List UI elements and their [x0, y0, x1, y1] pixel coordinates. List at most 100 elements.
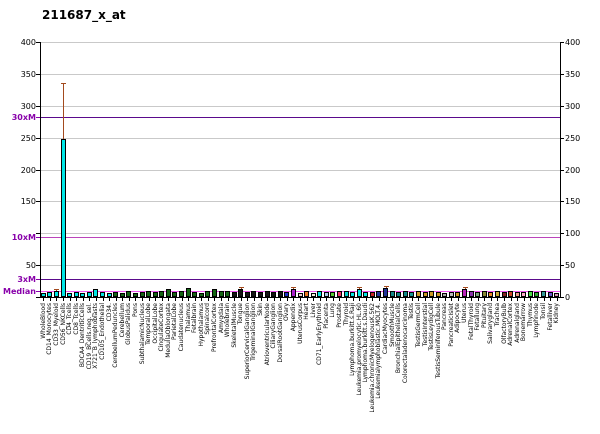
right-tick-50	[560, 265, 564, 267]
gridline-350	[40, 73, 560, 75]
x-tick-PancreaticIslet	[451, 297, 452, 301]
x-label-CardiacMyocytes: CardiacMyocytes	[382, 303, 390, 355]
error-bar-Uterus	[465, 287, 466, 289]
x-tick-Tonsil	[544, 297, 545, 301]
bar-Fetallung	[475, 292, 480, 297]
y-axis-right	[560, 42, 561, 297]
x-tick-CD14_Monocytes	[50, 297, 51, 301]
x-tick-Fetallung	[478, 297, 479, 301]
x-tick-AdrenalCortex	[511, 297, 512, 301]
right-tick-0	[560, 297, 564, 298]
error-bar-Leukemia.promyelocytic.HL.60	[359, 287, 360, 289]
error-bar-Appendix	[293, 287, 294, 289]
bar-TrigeminalGanglion	[251, 291, 256, 297]
x-tick-Fetalliver	[550, 297, 551, 301]
bar-TestisLeydigCell	[429, 291, 434, 297]
bar-Pituitary	[482, 291, 487, 297]
bar-PrefrontalCortex	[212, 289, 217, 297]
bar-Adrenalgland	[515, 292, 520, 297]
bar-Testis	[409, 292, 414, 297]
x-tick-TrigeminalGanglion	[254, 297, 255, 301]
x-tick-CD71_EarlyErythroid	[320, 297, 321, 301]
x-tick-DorsalRootGanglion	[280, 297, 281, 301]
bar-Prostate	[337, 291, 342, 297]
bar-X721_B_lymphoblasts	[93, 289, 98, 297]
bar-Wholebrain	[225, 291, 230, 297]
bar-TestisGermCell	[416, 291, 421, 297]
x-tick-CD34.	[109, 297, 110, 301]
bar-Hypothalamus	[199, 293, 204, 297]
bar-CerebellumPeduncles	[113, 292, 118, 297]
bar-MedullaOblongata	[166, 289, 171, 297]
right-tick-200	[560, 169, 564, 171]
x-tick-AtrioventricularNode	[267, 297, 268, 301]
x-label-Caudatenucleus: Caudatenucleus	[178, 303, 186, 352]
x-tick-Amygdala	[221, 297, 222, 301]
x-tick-Leukemialymphoblastic.MOLT.4.	[379, 297, 380, 301]
x-label-Appendix: Appendix	[289, 303, 297, 332]
left-tick-300	[36, 105, 40, 107]
right-axis-label-50: 50	[565, 261, 576, 271]
x-tick-CD33_Myeloid	[56, 297, 57, 301]
bar-AdrenalCortex	[508, 291, 513, 297]
gridline-250	[40, 137, 560, 139]
bar-BronchialEpithelialCells	[396, 292, 401, 297]
x-tick-Thyroid	[346, 297, 347, 301]
x-tick-OccipitalLobe	[155, 297, 156, 301]
x-tick-PrefrontalCortex	[214, 297, 215, 301]
right-tick-400	[560, 42, 564, 43]
x-tick-CD105_Endothelial	[103, 297, 104, 301]
x-label-Kidney: Kidney	[553, 303, 561, 324]
left-tick-350	[36, 73, 40, 75]
bar-FetalThyroid	[469, 291, 474, 297]
x-tick-Leukemia.chronicMyelogenousK.562	[372, 297, 373, 301]
x-axis	[40, 297, 561, 298]
right-axis-label-400: 400	[565, 38, 581, 47]
bar-PancreaticIslet	[449, 292, 454, 297]
bar-Pons	[133, 293, 138, 297]
bar-Trachea	[495, 291, 500, 297]
x-tick-Spinalcord	[208, 297, 209, 301]
bar-CD56_NKCells	[61, 139, 66, 297]
x-tick-Lung	[333, 297, 334, 301]
x-tick-MedullaOblongata	[168, 297, 169, 301]
x-tick-Heart	[307, 297, 308, 301]
x-tick-Pancreas	[445, 297, 446, 301]
x-tick-Leukemia.promyelocytic.HL.60	[359, 297, 360, 301]
bar-OlfactoryBulb	[502, 292, 507, 297]
bar-Lung	[330, 292, 335, 297]
bar-TemporalLobe	[146, 291, 151, 297]
bar-CiliaryGanglion	[271, 292, 276, 297]
chart-title: 211687_x_at	[42, 8, 126, 22]
x-tick-Ovary	[287, 297, 288, 301]
bar-Thalamus	[186, 288, 191, 297]
bar-Fetalbrain	[192, 292, 197, 297]
x-tick-Placenta	[326, 297, 327, 301]
bar-Kidney	[554, 293, 559, 297]
bar-Spinalcord	[205, 291, 210, 297]
x-tick-Thymus	[530, 297, 531, 301]
bar-Leukemialymphoblastic.MOLT.4.	[376, 291, 381, 297]
x-tick-Pons	[135, 297, 136, 301]
x-tick-Lymphoma.burkitt.s.Daudi	[366, 297, 367, 301]
bar-SubthalamicNucleus	[140, 292, 145, 297]
bar-Adipocyte	[455, 292, 460, 297]
bar-Placenta	[324, 292, 329, 297]
left-axis-label-350: 350	[20, 69, 36, 79]
error-bar-CD56_NKCells	[63, 83, 64, 139]
reference-line-Median	[40, 291, 560, 292]
reference-label-30xM: 30xM	[11, 113, 36, 122]
x-tick-CD56_NKCells	[63, 297, 64, 301]
bar-CingulateCortex	[159, 291, 164, 297]
left-axis-label-400: 400	[20, 38, 36, 47]
bar-Uterus	[462, 289, 467, 297]
x-tick-ParietalLobe	[175, 297, 176, 301]
x-tick-OlfactoryBulb	[504, 297, 505, 301]
x-tick-SmoothMuscle	[392, 297, 393, 301]
reference-tick-3xM	[36, 279, 40, 280]
bar-CD14_Monocytes	[47, 292, 52, 297]
x-label-Trachea: Trachea	[493, 303, 501, 327]
bar-Leukemia.promyelocytic.HL.60	[357, 289, 362, 297]
x-tick-TestisGermCell	[418, 297, 419, 301]
bar-Skin	[258, 292, 263, 297]
